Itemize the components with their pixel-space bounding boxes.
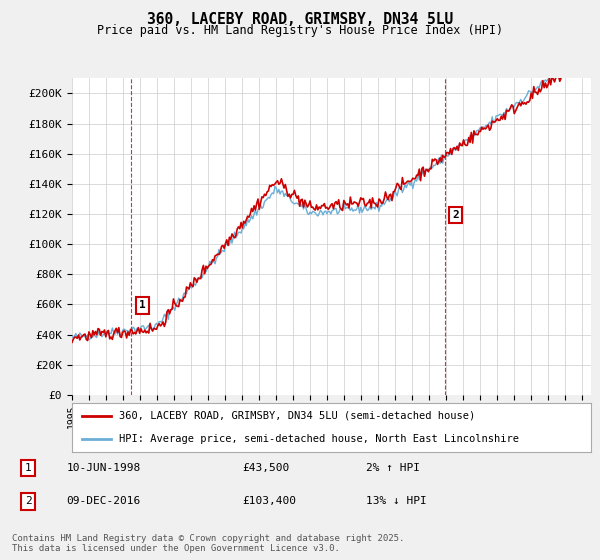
Text: Contains HM Land Registry data © Crown copyright and database right 2025.
This d: Contains HM Land Registry data © Crown c… [12, 534, 404, 553]
Text: 360, LACEBY ROAD, GRIMSBY, DN34 5LU (semi-detached house): 360, LACEBY ROAD, GRIMSBY, DN34 5LU (sem… [119, 410, 475, 421]
Text: Price paid vs. HM Land Registry's House Price Index (HPI): Price paid vs. HM Land Registry's House … [97, 24, 503, 36]
Text: 2% ↑ HPI: 2% ↑ HPI [366, 463, 420, 473]
Text: 2: 2 [25, 496, 31, 506]
Text: 2: 2 [452, 210, 459, 220]
Text: £103,400: £103,400 [242, 496, 296, 506]
Text: 09-DEC-2016: 09-DEC-2016 [67, 496, 141, 506]
Text: 10-JUN-1998: 10-JUN-1998 [67, 463, 141, 473]
Text: HPI: Average price, semi-detached house, North East Lincolnshire: HPI: Average price, semi-detached house,… [119, 433, 519, 444]
Text: 13% ↓ HPI: 13% ↓ HPI [366, 496, 427, 506]
Text: 360, LACEBY ROAD, GRIMSBY, DN34 5LU: 360, LACEBY ROAD, GRIMSBY, DN34 5LU [147, 12, 453, 27]
Text: 1: 1 [25, 463, 31, 473]
Text: £43,500: £43,500 [242, 463, 290, 473]
Text: 1: 1 [139, 300, 146, 310]
